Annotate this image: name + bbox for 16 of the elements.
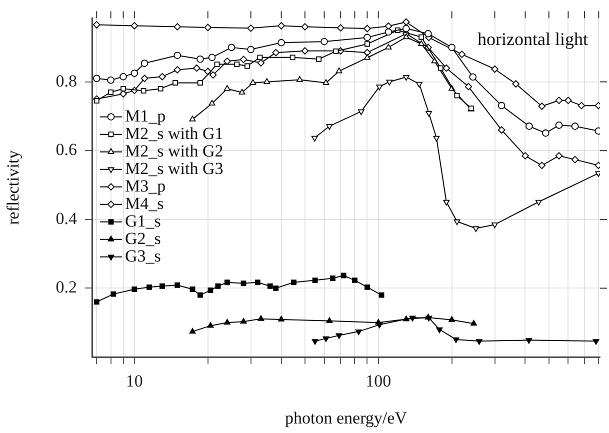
legend-label: M2_s with G3 <box>125 158 224 178</box>
y-tick-label: 0.6 <box>56 140 77 160</box>
y-tick-label: 0.4 <box>56 208 78 228</box>
x-tick-label: 10 <box>126 372 143 391</box>
x-tick-label: 100 <box>366 372 392 391</box>
legend-label: M3_p <box>125 176 166 196</box>
x-axis-title: photon energy/eV <box>285 408 408 428</box>
y-axis-title: reflectivity <box>4 150 23 225</box>
legend-label: G2_s <box>125 228 161 248</box>
y-tick-label: 0.2 <box>56 278 77 297</box>
legend-label: M2_s with G2 <box>125 141 224 160</box>
legend-label: M1_p <box>125 106 166 126</box>
legend-label: G3_s <box>125 246 161 266</box>
annotation: horizontal light <box>478 28 588 49</box>
legend-label: G1_s <box>125 211 161 230</box>
y-tick-label: 0.8 <box>56 71 77 90</box>
